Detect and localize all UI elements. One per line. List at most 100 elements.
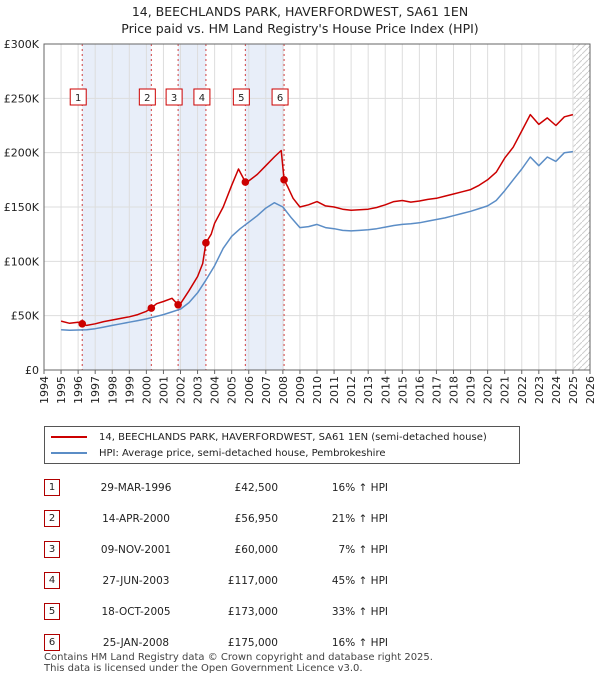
- sale-number-badge: 5: [44, 603, 60, 620]
- y-tick-label: £250K: [4, 92, 40, 105]
- sale-number-badge: 6: [44, 634, 60, 651]
- sale-point: [147, 304, 156, 312]
- sale-date: 14-APR-2000: [102, 512, 170, 525]
- sale-hpi-diff: 45% ↑ HPI: [331, 574, 388, 587]
- legend-item-hpi: HPI: Average price, semi-detached house,…: [51, 446, 385, 460]
- sale-price: £173,000: [227, 605, 278, 618]
- sale-point: [78, 320, 87, 328]
- hpi-line: [61, 150, 573, 332]
- sale-number-label: 3: [171, 93, 177, 104]
- x-tick-label: 2022: [516, 376, 529, 404]
- x-tick-label: 2017: [430, 376, 443, 404]
- x-tick-label: 2019: [465, 376, 478, 404]
- x-tick-label: 2024: [550, 376, 563, 404]
- x-tick-label: 2002: [175, 376, 188, 404]
- x-tick-label: 2006: [243, 376, 256, 404]
- x-tick-label: 2011: [328, 376, 341, 404]
- sale-hpi-diff: 16% ↑ HPI: [331, 636, 388, 649]
- x-tick-label: 2008: [277, 376, 290, 404]
- sale-point: [280, 176, 288, 184]
- sale-price: £60,000: [234, 543, 278, 556]
- x-tick-label: 2025: [567, 376, 580, 404]
- x-tick-label: 2018: [448, 376, 461, 404]
- chart-title: 14, BEECHLANDS PARK, HAVERFORDWEST, SA61…: [131, 4, 469, 19]
- legend-label-property: 14, BEECHLANDS PARK, HAVERFORDWEST, SA61…: [99, 431, 487, 443]
- y-tick-label: £0: [25, 364, 39, 377]
- x-tick-label: 2000: [140, 376, 153, 404]
- sale-number-label: 1: [75, 93, 81, 104]
- x-tick-label: 2009: [294, 376, 307, 404]
- footer-licence: This data is licensed under the Open Gov…: [44, 663, 363, 674]
- x-tick-label: 2026: [584, 376, 597, 404]
- sale-number-box: [165, 88, 183, 106]
- x-tick-label: 2004: [209, 376, 222, 404]
- table-row: 2 14-APR-2000 £56,950 21% ↑ HPI: [44, 503, 388, 534]
- sale-number-badge: 4: [44, 572, 60, 589]
- sale-number-box: [232, 88, 250, 106]
- sale-date: 29-MAR-1996: [100, 481, 172, 494]
- x-tick-label: 2021: [499, 376, 512, 404]
- sale-price: £56,950: [234, 512, 278, 525]
- sale-number-box: [193, 88, 211, 106]
- sale-price: £42,500: [234, 481, 278, 494]
- sale-number-badge: 3: [44, 541, 60, 558]
- x-tick-label: 2012: [345, 376, 358, 404]
- sale-number-label: 6: [277, 93, 283, 104]
- legend-swatch-property: [51, 436, 87, 438]
- x-tick-label: 2003: [192, 376, 205, 404]
- legend-label-hpi: HPI: Average price, semi-detached house,…: [99, 447, 386, 459]
- y-tick-label: £150K: [4, 201, 40, 214]
- x-tick-label: 2007: [260, 376, 273, 404]
- x-tick-label: 2013: [362, 376, 375, 404]
- x-tick-label: 2015: [396, 376, 409, 404]
- property-price-line: [60, 113, 574, 327]
- sale-date: 09-NOV-2001: [100, 543, 172, 556]
- sale-date: 18-OCT-2005: [101, 605, 171, 618]
- y-tick-label: £50K: [11, 310, 40, 323]
- sale-hpi-diff: 7% ↑ HPI: [338, 543, 388, 556]
- sale-date: 25-JAN-2008: [102, 636, 170, 649]
- sale-hpi-diff: 33% ↑ HPI: [331, 605, 388, 618]
- sale-number-box: [69, 88, 87, 106]
- legend-swatch-hpi: [51, 452, 87, 454]
- x-tick-label: 2010: [311, 376, 324, 404]
- x-tick-label: 1994: [38, 376, 51, 404]
- sales-table: 1 29-MAR-1996 £42,500 16% ↑ HPI 2 14-APR…: [44, 472, 388, 658]
- table-row: 6 25-JAN-2008 £175,000 16% ↑ HPI: [44, 627, 388, 658]
- y-tick-label: £100K: [4, 255, 40, 268]
- table-row: 3 09-NOV-2001 £60,000 7% ↑ HPI: [44, 534, 388, 565]
- y-tick-label: £200K: [4, 147, 40, 160]
- chart-subtitle: Price paid vs. HM Land Registry's House …: [121, 21, 479, 36]
- sale-price: £117,000: [227, 574, 278, 587]
- footer-copyright: Contains HM Land Registry data © Crown c…: [44, 652, 433, 663]
- x-tick-label: 1997: [89, 376, 102, 404]
- x-tick-label: 2020: [482, 376, 495, 404]
- x-tick-label: 2016: [413, 376, 426, 404]
- sale-hpi-diff: 21% ↑ HPI: [331, 512, 388, 525]
- x-tick-label: 2014: [379, 376, 392, 404]
- table-row: 1 29-MAR-1996 £42,500 16% ↑ HPI: [44, 472, 388, 503]
- y-tick-label: £300K: [4, 38, 40, 51]
- x-tick-label: 2001: [157, 376, 170, 404]
- table-row: 5 18-OCT-2005 £173,000 33% ↑ HPI: [44, 596, 388, 627]
- sale-number-badge: 1: [44, 479, 60, 496]
- sale-point: [241, 178, 250, 186]
- legend-item-property: 14, BEECHLANDS PARK, HAVERFORDWEST, SA61…: [51, 430, 487, 444]
- sale-point: [174, 301, 182, 309]
- table-row: 4 27-JUN-2003 £117,000 45% ↑ HPI: [44, 565, 388, 596]
- x-tick-label: 1995: [55, 376, 68, 404]
- sale-number-badge: 2: [44, 510, 60, 527]
- sale-hpi-diff: 16% ↑ HPI: [331, 481, 388, 494]
- sale-number-box: [138, 88, 156, 106]
- x-tick-label: 1998: [106, 376, 119, 404]
- legend: 14, BEECHLANDS PARK, HAVERFORDWEST, SA61…: [44, 426, 520, 464]
- sale-price: £175,000: [227, 636, 278, 649]
- price-chart: 1 2 3 4 5 6 £0 £50K £100K £150K £200K £250K £300K 199…: [4, 38, 597, 404]
- x-tick-label: 1999: [123, 376, 136, 404]
- sale-date: 27-JUN-2003: [102, 574, 170, 587]
- sale-number-label: 5: [238, 93, 244, 104]
- sale-number-label: 4: [199, 93, 205, 104]
- sale-number-label: 2: [144, 93, 150, 104]
- sale-point: [202, 239, 210, 247]
- x-tick-label: 1996: [72, 376, 85, 404]
